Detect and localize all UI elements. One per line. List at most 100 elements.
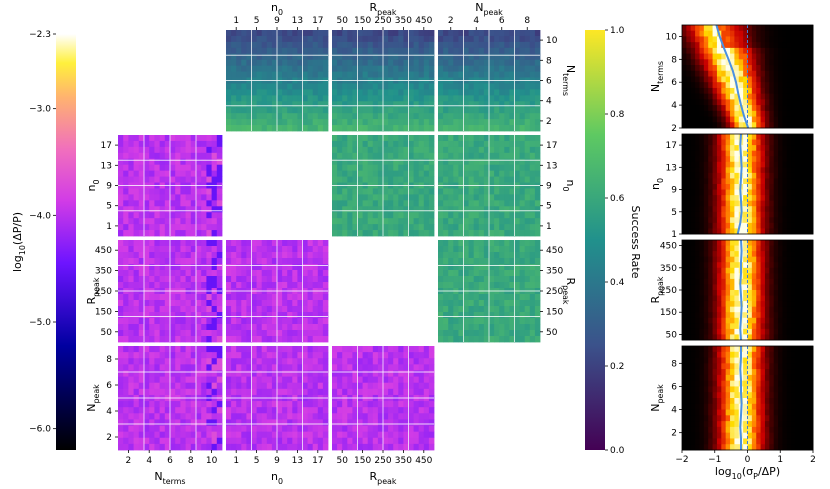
histogram-cell [734,150,740,157]
heatmap-cell [170,258,176,265]
heatmap-cell [190,240,197,247]
heatmap-cell [236,113,242,120]
heatmap-cell [377,401,384,408]
heatmap-cell [489,300,495,307]
heatmap-cell [458,336,464,343]
heatmap-cell [408,200,414,207]
heatmap-cell [266,407,273,414]
histogram-cell [773,70,779,77]
heatmap-cell [164,330,171,337]
heatmap-cell [489,140,495,148]
heatmap-cell [185,346,192,353]
heatmap-cell [514,276,520,283]
heatmap-cell [372,59,379,67]
histogram-cell [721,145,727,152]
heatmap-cell [138,443,145,451]
heatmap-cell [302,252,308,259]
heatmap-cell [398,95,404,102]
heatmap-cell [377,146,384,154]
heatmap-cell [504,89,510,96]
histogram-cell [791,70,796,77]
histogram-cell [712,184,718,190]
histogram-y-tick: 4 [671,101,677,111]
heatmap-cell [428,119,435,126]
histogram-cell [712,47,718,55]
histogram-cell [782,105,788,112]
heatmap-cell [453,306,459,313]
heatmap-cell [408,388,414,396]
heatmap-cell [388,407,394,414]
histogram-cell [721,99,727,106]
heatmap-cell [423,65,430,72]
heatmap-cell [352,101,358,108]
heatmap-cell [277,300,283,307]
heatmap-cell [489,83,495,90]
heatmap-cell [211,346,218,353]
heatmap-cell [164,401,171,408]
heatmap-cell [312,318,319,325]
heatmap-cell [383,206,389,213]
heatmap-cell [236,324,242,331]
heatmap-cell [519,258,526,265]
heatmap-cell [428,364,435,371]
heatmap-cell [251,59,257,67]
heatmap-cell [261,65,268,72]
heatmap-cell [489,30,495,37]
heatmap-cell [509,336,515,343]
histogram-cell [716,105,722,112]
heatmap-cell [246,30,252,37]
heatmap-cell [463,194,469,201]
heatmap-cell [128,246,134,253]
heatmap-cell [271,113,278,120]
heatmap-cell [144,419,150,426]
heatmap-cell [463,264,469,271]
heatmap-cell [231,294,237,301]
heatmap-cell [185,206,192,213]
heatmap-cell [413,95,420,102]
heatmap-cell [201,270,207,277]
heatmap-cell [118,264,124,271]
heatmap-cell [277,419,283,426]
heatmap-cell [443,65,449,72]
heatmap-cell [302,419,308,426]
histogram-cell [747,105,753,112]
heatmap-cell [357,194,363,201]
heatmap-cell [362,382,369,390]
heatmap-cell [509,95,515,102]
heatmap-cell [241,41,247,49]
histogram-cell [782,47,788,55]
heatmap-cell [367,164,374,172]
histogram-cell [725,167,731,174]
heatmap-cell [418,346,425,353]
histogram-cell [769,76,775,83]
heatmap-cell [251,65,257,72]
heatmap-cell [271,330,278,337]
heatmap-cell [307,264,314,271]
heatmap-cell [458,200,464,207]
heatmap-cell [175,252,181,259]
heatmap-cell [322,240,329,247]
heatmap-cell [362,65,369,72]
heatmap-cell [185,146,192,154]
heatmap-cell [307,419,314,426]
heatmap-cell [383,71,389,78]
heatmap-cell [266,264,273,271]
heatmap-cell [211,443,218,451]
heatmap-cell [292,83,298,90]
histogram-cell [682,110,687,117]
histogram-cell [782,156,788,163]
heatmap-cell [514,53,520,61]
heatmap-cell [463,152,469,160]
heatmap-cell [128,252,134,259]
histogram-cell [795,47,801,55]
heatmap-cell [367,35,374,43]
heatmap-cell [362,119,369,126]
heatmap-cell [292,47,298,55]
heatmap-cell [473,188,480,195]
heatmap-cell [514,164,520,172]
heatmap-cell [483,212,490,219]
heatmap-cell [185,300,192,307]
histogram-cell [764,145,770,152]
heatmap-cell [332,35,338,43]
heatmap-cell [266,125,273,132]
